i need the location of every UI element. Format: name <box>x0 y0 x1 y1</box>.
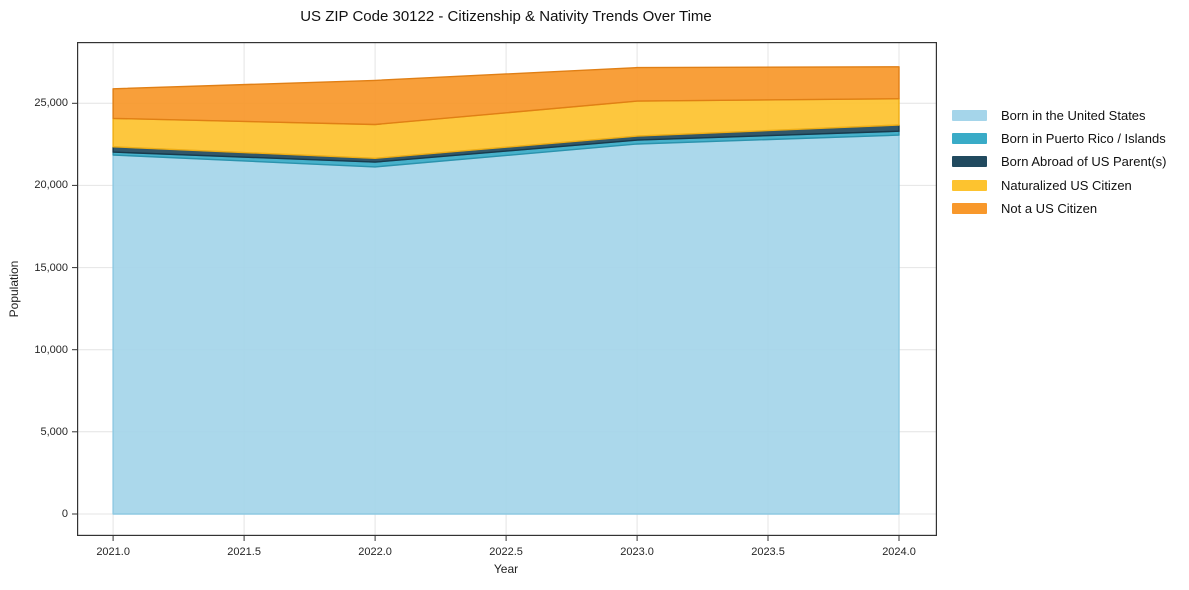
x-tick-label: 2021.5 <box>227 546 261 558</box>
y-tick-label: 15,000 <box>34 261 68 274</box>
area-born-in-the-united-states <box>112 134 900 515</box>
x-axis-label: Year <box>493 562 519 576</box>
y-tick-label: 20,000 <box>34 179 68 192</box>
legend-label: Naturalized US Citizen <box>1001 177 1132 193</box>
x-tick-label: 2023.0 <box>620 546 654 558</box>
legend-item: Born in Puerto Rico / Islands <box>952 127 1166 150</box>
plot-area <box>72 42 937 541</box>
x-tick-label: 2022.5 <box>489 546 523 558</box>
legend-swatch <box>952 133 987 145</box>
legend-swatch <box>952 179 987 191</box>
legend-swatch <box>952 156 987 168</box>
y-tick-label: 0 <box>61 507 68 520</box>
legend-label: Born Abroad of US Parent(s) <box>1001 154 1167 170</box>
x-tick-label: 2023.5 <box>751 546 785 558</box>
x-tick-label: 2021.0 <box>96 546 130 558</box>
legend-swatch <box>952 202 987 214</box>
x-tick-label: 2022.0 <box>358 546 392 558</box>
legend-item: Born Abroad of US Parent(s) <box>952 150 1166 173</box>
y-tick-label: 25,000 <box>34 97 68 110</box>
legend-item: Naturalized US Citizen <box>952 174 1166 197</box>
y-tick-label: 5,000 <box>40 425 68 438</box>
legend-label: Born in the United States <box>1001 108 1146 124</box>
legend-swatch <box>952 110 987 122</box>
legend: Born in the United States Born in Puerto … <box>952 104 1166 220</box>
chart-title: US ZIP Code 30122 - Citizenship & Nativi… <box>300 8 712 25</box>
y-tick-label: 10,000 <box>34 343 68 356</box>
plot-frame <box>77 42 937 536</box>
legend-item: Not a US Citizen <box>952 197 1166 220</box>
legend-label: Not a US Citizen <box>1001 200 1098 216</box>
area-not-a-us-citizen <box>112 66 900 126</box>
x-tick-label: 2024.0 <box>882 546 916 558</box>
legend-item: Born in the United States <box>952 104 1166 127</box>
legend-label: Born in Puerto Rico / Islands <box>1001 131 1166 147</box>
